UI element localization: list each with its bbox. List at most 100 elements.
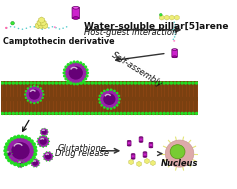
Circle shape — [40, 133, 41, 134]
Circle shape — [118, 95, 120, 97]
Circle shape — [33, 166, 35, 168]
Circle shape — [11, 22, 14, 25]
Circle shape — [82, 80, 85, 83]
Circle shape — [5, 156, 9, 160]
Circle shape — [45, 146, 47, 147]
Circle shape — [85, 68, 89, 71]
Circle shape — [165, 140, 194, 167]
Ellipse shape — [73, 6, 79, 9]
Circle shape — [36, 166, 37, 168]
Circle shape — [11, 81, 15, 85]
Circle shape — [145, 81, 148, 85]
Circle shape — [18, 167, 19, 168]
Circle shape — [10, 26, 11, 27]
Circle shape — [91, 81, 94, 85]
Circle shape — [94, 112, 98, 115]
Circle shape — [18, 28, 19, 29]
Circle shape — [37, 81, 40, 85]
Circle shape — [5, 151, 7, 152]
Circle shape — [73, 82, 76, 85]
Circle shape — [170, 145, 185, 159]
Circle shape — [51, 153, 53, 154]
Circle shape — [5, 150, 12, 157]
Circle shape — [73, 60, 76, 64]
Ellipse shape — [140, 137, 142, 138]
Circle shape — [174, 34, 176, 35]
FancyBboxPatch shape — [172, 49, 177, 57]
Circle shape — [177, 112, 180, 115]
Circle shape — [37, 143, 39, 145]
Circle shape — [31, 165, 32, 166]
Circle shape — [141, 81, 144, 85]
Circle shape — [62, 81, 65, 85]
Circle shape — [105, 81, 109, 85]
Circle shape — [112, 112, 116, 115]
Circle shape — [11, 151, 12, 152]
Circle shape — [42, 130, 47, 134]
Circle shape — [47, 112, 51, 115]
Circle shape — [51, 81, 55, 85]
Circle shape — [62, 112, 65, 115]
Ellipse shape — [173, 49, 177, 51]
Circle shape — [38, 165, 40, 166]
Ellipse shape — [144, 152, 146, 153]
Circle shape — [69, 66, 83, 80]
Circle shape — [10, 137, 14, 141]
Circle shape — [101, 81, 105, 85]
Circle shape — [31, 160, 32, 161]
Circle shape — [40, 81, 44, 85]
Circle shape — [55, 27, 57, 29]
Circle shape — [84, 77, 87, 81]
Ellipse shape — [132, 154, 134, 155]
Circle shape — [21, 167, 22, 168]
Circle shape — [33, 152, 37, 156]
Circle shape — [25, 90, 27, 92]
Ellipse shape — [128, 145, 130, 146]
Circle shape — [19, 112, 22, 115]
Circle shape — [191, 112, 195, 115]
Circle shape — [23, 166, 24, 167]
FancyBboxPatch shape — [149, 143, 153, 148]
Circle shape — [7, 158, 11, 162]
Circle shape — [44, 81, 47, 85]
Circle shape — [17, 135, 21, 139]
Circle shape — [195, 81, 198, 85]
Circle shape — [99, 95, 101, 97]
Ellipse shape — [73, 17, 79, 19]
Circle shape — [148, 112, 152, 115]
Text: Nucleus: Nucleus — [161, 159, 198, 168]
Circle shape — [137, 112, 141, 115]
Circle shape — [62, 27, 64, 29]
Circle shape — [4, 152, 8, 156]
Circle shape — [42, 128, 43, 129]
Circle shape — [29, 112, 33, 115]
Ellipse shape — [144, 156, 146, 157]
Circle shape — [83, 112, 87, 115]
Circle shape — [4, 81, 8, 85]
Circle shape — [83, 81, 87, 85]
Circle shape — [103, 106, 106, 109]
Circle shape — [173, 31, 175, 33]
Circle shape — [33, 158, 35, 160]
Circle shape — [8, 81, 11, 85]
Circle shape — [41, 97, 44, 99]
Circle shape — [33, 112, 36, 115]
Circle shape — [184, 112, 187, 115]
Circle shape — [100, 92, 103, 94]
Circle shape — [159, 112, 162, 115]
Circle shape — [16, 162, 17, 163]
Circle shape — [39, 162, 40, 163]
Circle shape — [173, 39, 174, 40]
Circle shape — [64, 62, 87, 84]
Circle shape — [26, 28, 27, 29]
Circle shape — [73, 112, 76, 115]
Circle shape — [27, 137, 31, 141]
Circle shape — [19, 81, 22, 85]
Circle shape — [32, 156, 36, 160]
Circle shape — [103, 90, 106, 92]
Circle shape — [184, 81, 187, 85]
Circle shape — [18, 160, 19, 161]
Circle shape — [39, 146, 41, 147]
Circle shape — [33, 149, 38, 153]
Circle shape — [22, 29, 23, 30]
